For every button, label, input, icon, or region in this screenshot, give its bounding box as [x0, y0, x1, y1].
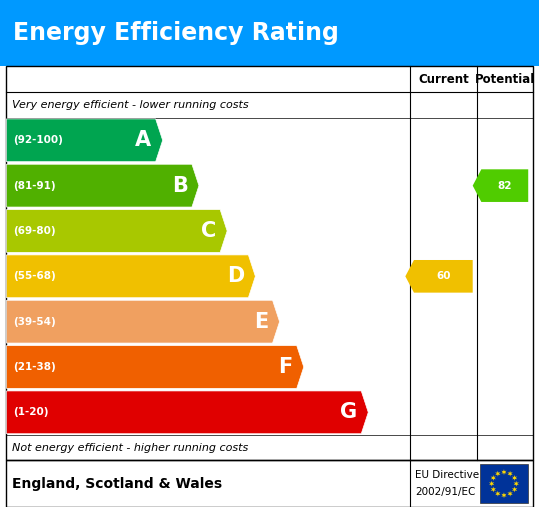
- Text: (81-91): (81-91): [13, 180, 56, 191]
- Bar: [0, 0, 539, 66]
- Polygon shape: [495, 491, 501, 496]
- Text: Current: Current: [418, 73, 469, 86]
- Text: (39-54): (39-54): [13, 317, 56, 327]
- Text: D: D: [227, 266, 244, 286]
- Text: Not energy efficient - higher running costs: Not energy efficient - higher running co…: [12, 443, 248, 453]
- Polygon shape: [512, 487, 517, 492]
- Polygon shape: [512, 475, 517, 481]
- Polygon shape: [514, 481, 519, 487]
- Text: C: C: [201, 221, 216, 241]
- Polygon shape: [507, 471, 513, 477]
- Text: (21-38): (21-38): [13, 362, 56, 372]
- Text: F: F: [278, 357, 293, 377]
- Text: Very energy efficient - lower running costs: Very energy efficient - lower running co…: [12, 100, 248, 110]
- Text: EU Directive: EU Directive: [415, 469, 479, 480]
- Text: (1-20): (1-20): [13, 407, 49, 417]
- Bar: [6, 66, 533, 460]
- Polygon shape: [6, 209, 227, 252]
- Text: (69-80): (69-80): [13, 226, 56, 236]
- Polygon shape: [473, 169, 528, 202]
- Text: A: A: [135, 130, 151, 150]
- Text: Energy Efficiency Rating: Energy Efficiency Rating: [13, 21, 340, 45]
- Polygon shape: [490, 475, 496, 481]
- Polygon shape: [405, 260, 473, 293]
- Polygon shape: [495, 471, 501, 477]
- Polygon shape: [6, 255, 255, 298]
- Text: (92-100): (92-100): [13, 135, 63, 146]
- Text: 60: 60: [436, 271, 451, 281]
- Text: Potential: Potential: [475, 73, 535, 86]
- Polygon shape: [507, 491, 513, 496]
- Text: (55-68): (55-68): [13, 271, 56, 281]
- Text: 2002/91/EC: 2002/91/EC: [415, 487, 475, 497]
- Polygon shape: [6, 119, 163, 162]
- Text: E: E: [254, 312, 268, 332]
- Bar: [6, 460, 533, 507]
- Polygon shape: [489, 481, 494, 487]
- Bar: [480, 464, 528, 503]
- Polygon shape: [501, 469, 507, 475]
- Text: England, Scotland & Wales: England, Scotland & Wales: [12, 477, 222, 491]
- Polygon shape: [6, 391, 368, 433]
- Polygon shape: [501, 492, 507, 498]
- Text: G: G: [340, 403, 357, 422]
- Text: B: B: [172, 175, 188, 196]
- Polygon shape: [6, 346, 304, 388]
- Polygon shape: [6, 164, 199, 207]
- Polygon shape: [490, 487, 496, 492]
- Text: 82: 82: [497, 180, 512, 191]
- Polygon shape: [6, 300, 280, 343]
